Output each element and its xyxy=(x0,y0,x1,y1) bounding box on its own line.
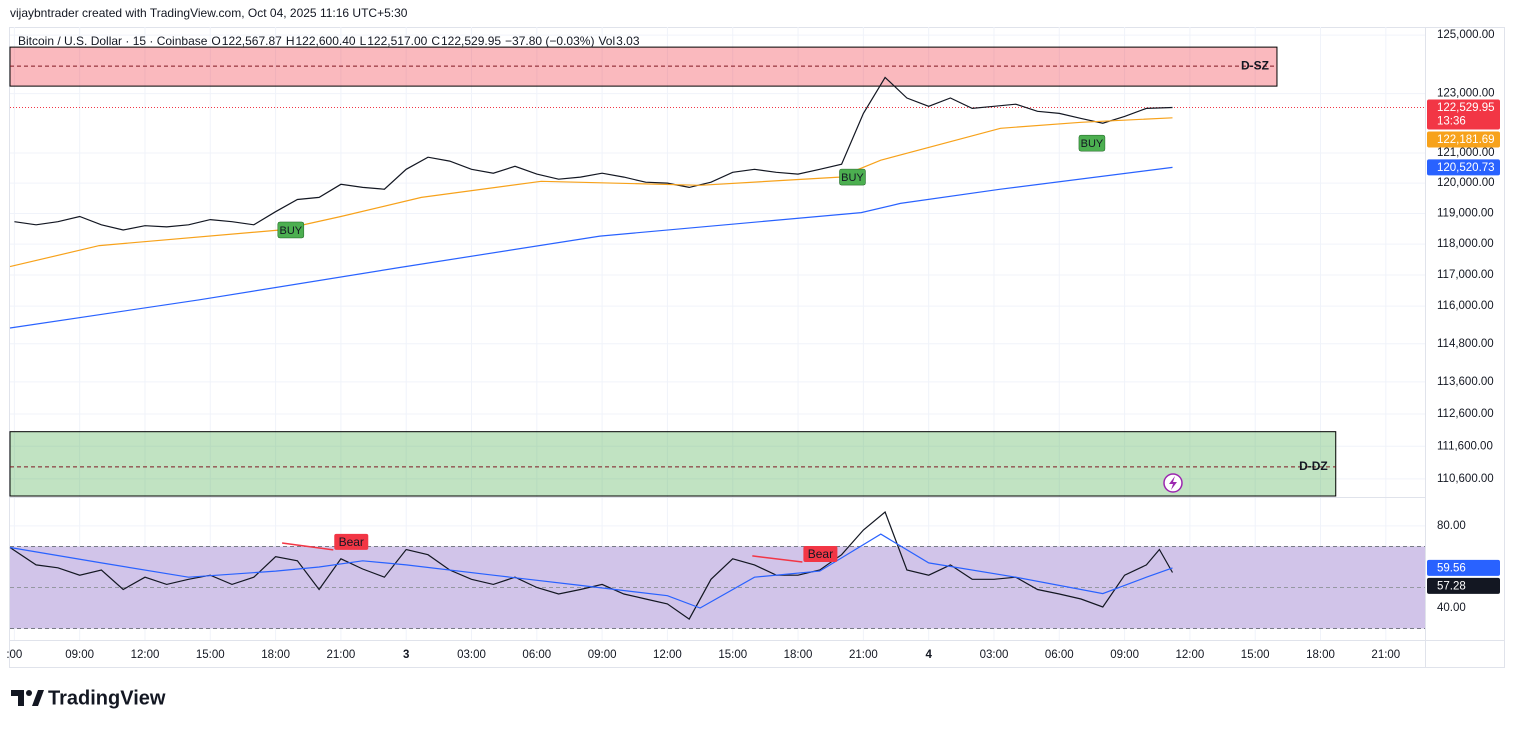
y-tick-label: 112,600.00 xyxy=(1437,408,1494,420)
tradingview-logo xyxy=(11,690,44,706)
y-tick-label: 113,600.00 xyxy=(1437,376,1494,388)
x-tick-label: 18:00 xyxy=(784,649,813,661)
buy-label: BUY xyxy=(841,172,864,184)
frame xyxy=(9,27,1505,668)
alert-icon xyxy=(1163,473,1183,493)
divergence-label: Bear xyxy=(808,547,833,561)
y-tick-label: 114,800.00 xyxy=(1437,338,1494,350)
volume-value: 3.03 xyxy=(616,34,640,48)
buy-marker xyxy=(1078,134,1106,152)
x-tick-label: 09:00 xyxy=(65,649,94,661)
buy-marker xyxy=(277,221,305,239)
countdown-label: 13:36 xyxy=(1437,116,1466,128)
divergence-tag xyxy=(803,546,838,563)
x-tick-label: 21:00 xyxy=(849,649,878,661)
x-tick-label: 12:00 xyxy=(1176,649,1205,661)
series-line xyxy=(9,166,1173,329)
footer-logo: TradingView xyxy=(48,687,166,709)
y-tick-label: 116,000.00 xyxy=(1437,300,1494,312)
axis-badge-label: 122,529.95 xyxy=(1437,102,1495,114)
x-tick-label: 15:00 xyxy=(718,649,747,661)
y-tick-label: 123,000.00 xyxy=(1437,88,1495,100)
plot: :00 09:00 12:00 15:00 18:00 21:00 3 03:00 06:00 0… xyxy=(6,27,1500,661)
divergence-line xyxy=(281,542,334,551)
axis-badge-label: 59.56 xyxy=(1437,562,1466,574)
divergence-line xyxy=(752,555,803,563)
x-tick-label: 21:00 xyxy=(1371,649,1400,661)
x-tick-label: 4 xyxy=(925,649,932,661)
ohlc-key: C xyxy=(431,34,440,48)
x-tick-label: 03:00 xyxy=(457,649,486,661)
x-tick-label: 18:00 xyxy=(1306,649,1335,661)
volume-key: Vol xyxy=(598,34,615,48)
x-tick-label: 12:00 xyxy=(131,649,160,661)
x-tick-label: 09:00 xyxy=(1110,649,1139,661)
buy-label: BUY xyxy=(280,225,303,237)
ohlc-key: O xyxy=(211,34,220,48)
ohlc-value: 122,529.95 xyxy=(441,34,501,48)
x-tick-label: 06:00 xyxy=(1045,649,1074,661)
ohlc-value: 122,600.40 xyxy=(296,34,356,48)
axis-badge-label: 120,520.73 xyxy=(1437,162,1495,174)
axis-badge xyxy=(1427,577,1500,594)
rsi-tick-label: 40.00 xyxy=(1437,602,1466,614)
x-tick-label: 12:00 xyxy=(653,649,682,661)
ohlc-value: 122,517.00 xyxy=(367,34,427,48)
series-line xyxy=(9,533,1173,609)
y-tick-label: 110,600.00 xyxy=(1437,473,1494,485)
x-tick-label: 15:00 xyxy=(1241,649,1270,661)
axis-badge xyxy=(1427,131,1500,148)
x-tick-label: 09:00 xyxy=(588,649,617,661)
zone-label: D-SZ xyxy=(1241,58,1269,72)
rsi-tick-label: 80.00 xyxy=(1437,520,1466,532)
ohlc-key: L xyxy=(360,34,367,48)
zone-label: D-DZ xyxy=(1299,459,1328,473)
axis-badge-label: 122,181.69 xyxy=(1437,134,1495,146)
zone xyxy=(9,431,1337,497)
x-tick-label: 18:00 xyxy=(261,649,290,661)
y-tick-label: 121,000.00 xyxy=(1437,147,1495,159)
y-tick-label: 125,000.00 xyxy=(1437,29,1495,41)
x-tick-label: 06:00 xyxy=(522,649,551,661)
y-tick-label: 118,000.00 xyxy=(1437,238,1494,250)
zone xyxy=(9,46,1278,87)
symbol-title: Bitcoin / U.S. Dollar · 15 · Coinbase xyxy=(18,34,208,48)
divergence-label: Bear xyxy=(339,535,364,549)
price-change: −37.80 (−0.03%) xyxy=(505,34,594,48)
x-tick-label: :00 xyxy=(6,649,22,661)
header-credit: vijaybntrader created with TradingView.c… xyxy=(10,6,408,20)
axis-badge-label: 57.28 xyxy=(1437,580,1466,592)
series-line xyxy=(14,76,1173,231)
y-tick-label: 111,600.00 xyxy=(1437,440,1493,452)
x-tick-label: 21:00 xyxy=(327,649,356,661)
x-tick-label: 3 xyxy=(403,649,409,661)
buy-marker xyxy=(839,168,866,186)
ohlc-key: H xyxy=(286,34,295,48)
ohlc-value: 122,567.87 xyxy=(222,34,282,48)
y-tick-label: 119,000.00 xyxy=(1437,208,1494,220)
axis-badge xyxy=(1427,559,1500,576)
series-line xyxy=(9,117,1173,268)
x-tick-label: 03:00 xyxy=(980,649,1009,661)
y-tick-label: 117,000.00 xyxy=(1437,269,1494,281)
x-tick-label: 15:00 xyxy=(196,649,225,661)
axis-badge xyxy=(1427,99,1500,130)
divergence-tag xyxy=(334,533,369,550)
y-tick-label: 120,000.00 xyxy=(1437,177,1495,189)
buy-label: BUY xyxy=(1081,138,1104,150)
axis-badge xyxy=(1427,159,1500,176)
